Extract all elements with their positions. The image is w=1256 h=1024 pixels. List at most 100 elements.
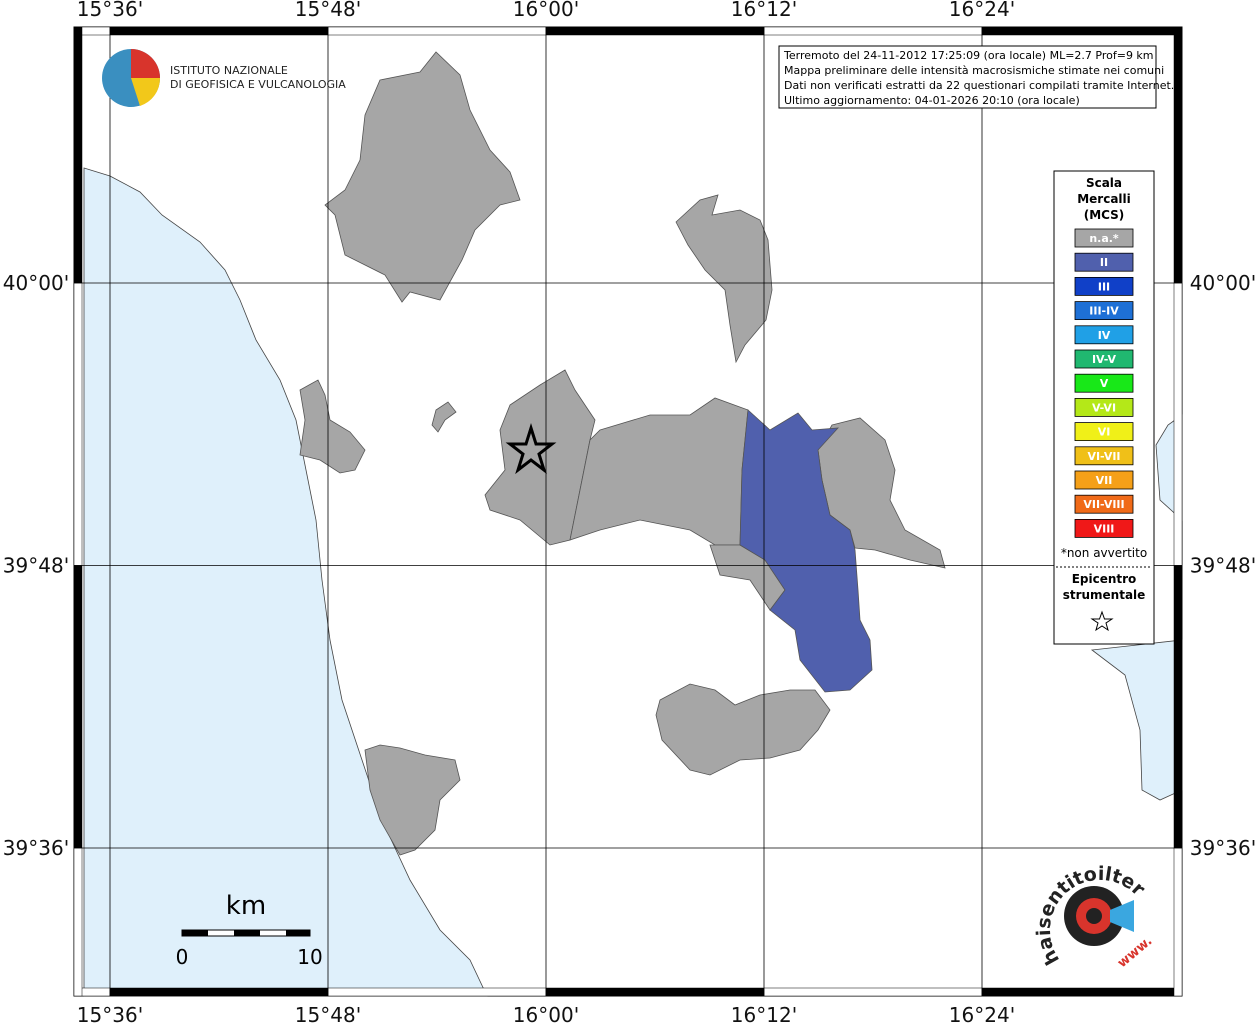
legend-epicenter: Epicentro [1072, 572, 1137, 586]
lat-label: 40°00' [1190, 271, 1256, 295]
lon-label: 15°36' [77, 1003, 143, 1024]
border-bar [327, 987, 547, 997]
legend-label: V [1100, 377, 1109, 390]
legend-star [1090, 610, 1114, 632]
info-line: Ultimo aggiornamento: 04-01-2026 20:10 (… [784, 94, 1080, 107]
legend-swatch [1074, 470, 1134, 490]
lon-label: 16°12' [731, 1003, 797, 1024]
border-bar [109, 987, 329, 997]
border-bar [763, 26, 983, 36]
border-bar [1173, 26, 1183, 284]
border-bar [981, 987, 1183, 997]
lat-label: 39°48' [1190, 554, 1256, 578]
tyrrhenian-sea [83, 167, 488, 997]
border-bar [73, 26, 83, 284]
legend-swatch [1074, 373, 1134, 393]
info-line: Mappa preliminare delle intensità macros… [784, 64, 1164, 77]
logo-text: DI GEOFISICA E VULCANOLOGIA [170, 78, 346, 91]
legend-swatch [1074, 228, 1134, 248]
legend-swatch [1074, 494, 1134, 514]
municipality [364, 744, 461, 856]
logo-segment [131, 78, 161, 106]
lat-label: 39°48' [3, 554, 69, 578]
graticule: 15°36' 15°36' 15°48' 15°48' 16°00' 16°00' 16°1… [3, 0, 1256, 1024]
border-bar [73, 847, 83, 997]
border-bar [1173, 282, 1183, 566]
legend-label: VIII [1094, 522, 1115, 535]
lon-label: 16°12' [731, 0, 797, 21]
border-bar [1173, 847, 1183, 997]
legend-label: VI [1098, 426, 1111, 439]
sea [83, 167, 1183, 997]
info-line: Terremoto del 24-11-2012 17:25:09 (ora l… [783, 49, 1154, 62]
legend-swatch [1074, 422, 1134, 442]
border-bar [327, 26, 547, 36]
scale-segment [182, 930, 208, 936]
lon-label: 15°48' [295, 0, 361, 21]
legend-title: Mercalli [1077, 192, 1131, 206]
legend-label: VII [1096, 474, 1113, 487]
legend-label: IV [1098, 329, 1111, 342]
ingv-logo: ISTITUTO NAZIONALE DI GEOFISICA E VULCAN… [102, 49, 346, 107]
legend-label: III [1098, 280, 1110, 293]
legend-label: VI-VII [1087, 450, 1120, 463]
border-bar [545, 987, 765, 997]
legend-label: IV-V [1092, 353, 1117, 366]
logo-text: ISTITUTO NAZIONALE [170, 64, 288, 77]
legend-swatch [1074, 349, 1134, 369]
scale-segment [234, 930, 260, 936]
info-box: Terremoto del 24-11-2012 17:25:09 (ora l… [778, 45, 1174, 109]
municipality [675, 194, 773, 364]
border-bar [981, 26, 1183, 36]
municipality [324, 51, 521, 303]
lat-label: 40°00' [3, 271, 69, 295]
legend-swatch [1074, 519, 1134, 538]
lon-label: 15°36' [77, 0, 143, 21]
logo-horn [1110, 900, 1134, 932]
legend-swatch [1074, 252, 1134, 272]
lon-label: 16°24' [949, 1003, 1015, 1024]
border-bar [109, 26, 329, 36]
legend-swatch [1074, 276, 1134, 296]
legend-epicenter: strumentale [1063, 588, 1146, 602]
epicenter-star [505, 422, 557, 475]
legend-label: VII-VIII [1083, 498, 1124, 511]
scale-unit: km [226, 891, 266, 921]
legend-label: III-IV [1089, 305, 1119, 318]
legend-label: II [1100, 256, 1108, 269]
municipality-intensity-ii [739, 409, 873, 693]
scale-label: 0 [176, 945, 189, 969]
legend: Scala Mercalli (MCS) *non avvertito Epic… [1053, 170, 1155, 645]
lon-label: 16°24' [949, 0, 1015, 21]
border-bar [763, 987, 983, 997]
municipality [431, 401, 457, 433]
logo-disc [1086, 908, 1102, 924]
municipality [655, 683, 831, 776]
legend-swatch [1074, 301, 1134, 321]
legend-swatch [1074, 325, 1134, 345]
border-bar [73, 565, 83, 849]
legend-note: *non avvertito [1061, 546, 1147, 560]
border-bar [1173, 565, 1183, 849]
legend-label: V-VI [1092, 401, 1116, 414]
legend-swatch [1074, 397, 1134, 417]
border-bar [73, 282, 83, 566]
info-line: Dati non verificati estratti da 22 quest… [784, 79, 1174, 92]
lon-label: 16°00' [513, 1003, 579, 1024]
lon-label: 15°48' [295, 1003, 361, 1024]
logo-segment [131, 49, 160, 78]
lat-label: 39°36' [1190, 836, 1256, 860]
scale-bar: km 0 10 [176, 891, 323, 969]
scale-segment [286, 930, 310, 936]
scale-label: 10 [297, 945, 322, 969]
legend-swatch [1074, 446, 1134, 466]
legend-title: Scala [1086, 176, 1122, 190]
legend-title: (MCS) [1084, 208, 1125, 222]
municipality [299, 379, 366, 474]
border-bar [545, 26, 765, 36]
lon-label: 16°00' [513, 0, 579, 21]
info-frame [778, 45, 1157, 109]
legend-label: n.a.* [1089, 232, 1119, 245]
lat-label: 39°36' [3, 836, 69, 860]
